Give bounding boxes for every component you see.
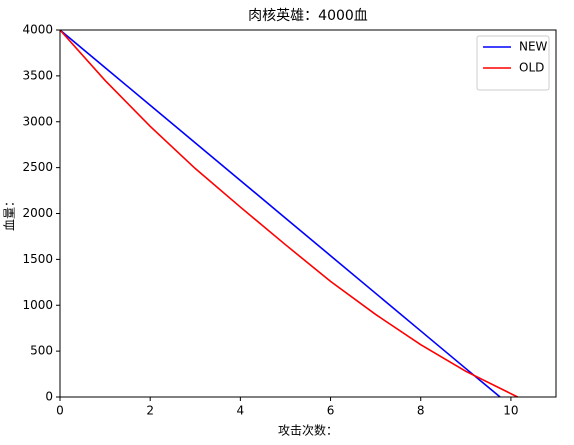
data-line bbox=[59, 29, 501, 398]
x-tick-label: 8 bbox=[417, 404, 425, 418]
legend: NEW OLD bbox=[476, 35, 550, 91]
data-line bbox=[59, 29, 519, 398]
legend-box bbox=[476, 35, 550, 91]
legend-label: NEW bbox=[519, 40, 548, 54]
y-tick-label: 2500 bbox=[22, 160, 53, 174]
y-tick-label: 0 bbox=[45, 390, 53, 404]
x-tick-label: 4 bbox=[237, 404, 245, 418]
x-tick-label: 10 bbox=[503, 404, 518, 418]
x-tick-label: 6 bbox=[327, 404, 335, 418]
y-tick-label: 3000 bbox=[22, 114, 53, 128]
y-tick-label: 4000 bbox=[22, 23, 53, 37]
y-tick-label: 1500 bbox=[22, 252, 53, 266]
y-axis-label: 血量： bbox=[3, 195, 17, 231]
y-tick-label: 1000 bbox=[22, 298, 53, 312]
legend-label: OLD bbox=[519, 61, 544, 75]
y-tick-label: 3500 bbox=[22, 68, 53, 82]
x-tick-label: 0 bbox=[56, 404, 64, 418]
y-tick-label: 2000 bbox=[22, 206, 53, 220]
plot-frame bbox=[59, 29, 557, 398]
x-axis-label: 攻击次数： bbox=[278, 423, 338, 438]
y-tick-label: 500 bbox=[30, 344, 53, 358]
chart-title: 肉核英雄：4000血 bbox=[248, 7, 368, 24]
x-tick-label: 2 bbox=[146, 404, 154, 418]
